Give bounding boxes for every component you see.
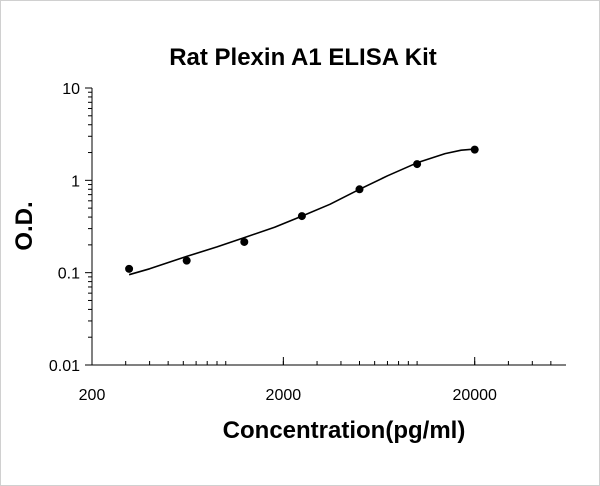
x-tick-label: 200 [79, 387, 106, 404]
y-tick-label: 0.1 [58, 266, 80, 283]
axes: 10 1 0.1 0.01 200 2000 20000 [49, 81, 566, 404]
data-point [297, 212, 306, 221]
data-point [182, 256, 191, 265]
data-point [470, 145, 479, 154]
data-point [125, 264, 134, 273]
y-tick-label: 10 [62, 81, 80, 98]
data-point [355, 185, 364, 194]
chart-title: Rat Plexin A1 ELISA Kit [169, 44, 437, 71]
x-axis-label: Concentration(pg/ml) [223, 417, 466, 444]
y-tick-label: 0.01 [49, 358, 80, 375]
y-tick-label: 1 [71, 173, 80, 190]
data-point [240, 237, 249, 246]
fit-curve [128, 148, 475, 276]
data-point [413, 160, 422, 169]
x-tick-label: 20000 [452, 387, 497, 404]
y-axis-label: O.D. [11, 201, 38, 250]
x-tick-label: 2000 [266, 387, 302, 404]
fit-curve-layer [128, 148, 475, 276]
data-points-layer [125, 145, 479, 273]
